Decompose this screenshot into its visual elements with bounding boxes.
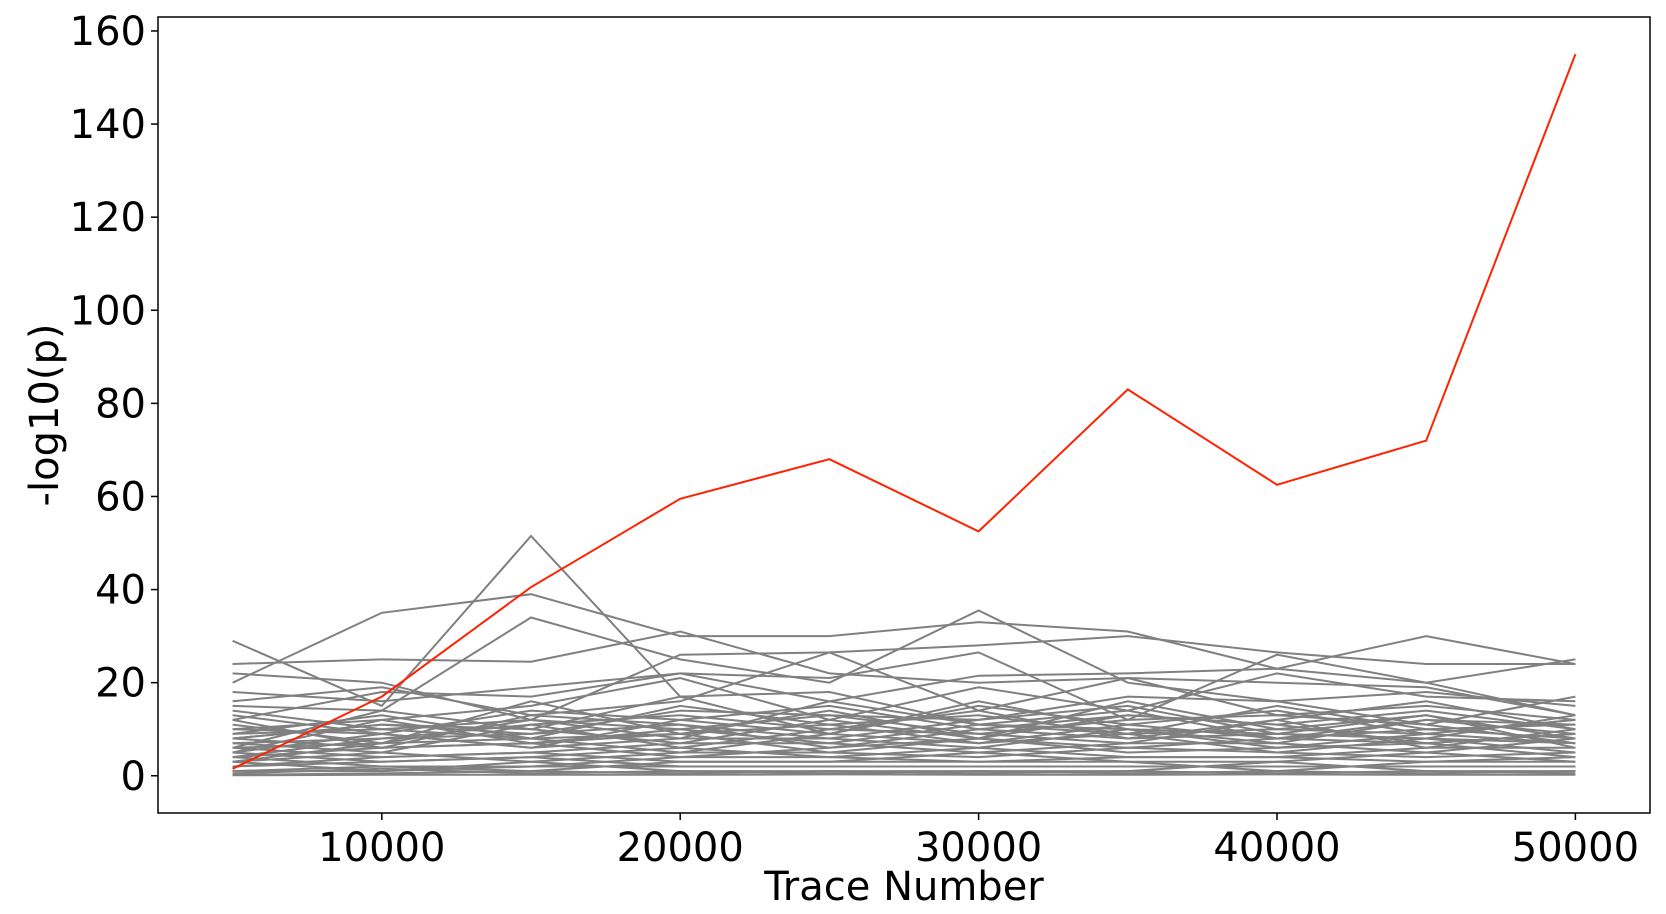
y-tick-label: 0 — [121, 754, 146, 800]
background-series-line-28 — [232, 737, 1576, 759]
background-series-line-6 — [232, 658, 1576, 703]
x-axis-ticks: 10000 20000 30000 40000 50000 — [318, 813, 1639, 871]
y-tick-label: 60 — [95, 474, 146, 520]
background-series-line-31 — [232, 751, 1576, 768]
y-tick-label: 40 — [95, 568, 146, 614]
x-tick-label: 50000 — [1512, 825, 1639, 871]
plot-frame — [157, 16, 1651, 814]
x-tick-label: 30000 — [915, 825, 1042, 871]
background-series-line-30 — [232, 746, 1576, 763]
y-tick-label: 80 — [95, 381, 146, 427]
y-axis-label: -log10(p) — [22, 324, 68, 507]
y-tick-label: 120 — [70, 195, 146, 241]
background-series-line-38 — [232, 770, 1576, 776]
background-series-line-23 — [232, 718, 1576, 754]
background-series-line-7 — [232, 672, 1576, 731]
x-tick-label: 20000 — [617, 825, 744, 871]
y-tick-label: 20 — [95, 661, 146, 707]
background-series-line-39 — [232, 773, 1576, 777]
y-tick-label: 140 — [70, 102, 146, 148]
highlight-series-group — [232, 53, 1577, 770]
background-series-line-3 — [232, 609, 1576, 712]
background-series-group — [232, 534, 1576, 777]
x-axis-label: Trace Number — [763, 864, 1044, 910]
background-series-line-36 — [232, 765, 1576, 773]
background-series-line-1 — [232, 593, 1576, 684]
x-tick-label: 40000 — [1213, 825, 1340, 871]
y-tick-label: 160 — [70, 9, 146, 55]
x-tick-label: 10000 — [318, 825, 445, 871]
highlight-series-line — [232, 53, 1577, 770]
y-tick-label: 100 — [70, 288, 146, 334]
y-axis-ticks: 0 20 40 60 80 100 120 140 160 — [70, 9, 158, 800]
background-series-line-14 — [232, 700, 1576, 740]
